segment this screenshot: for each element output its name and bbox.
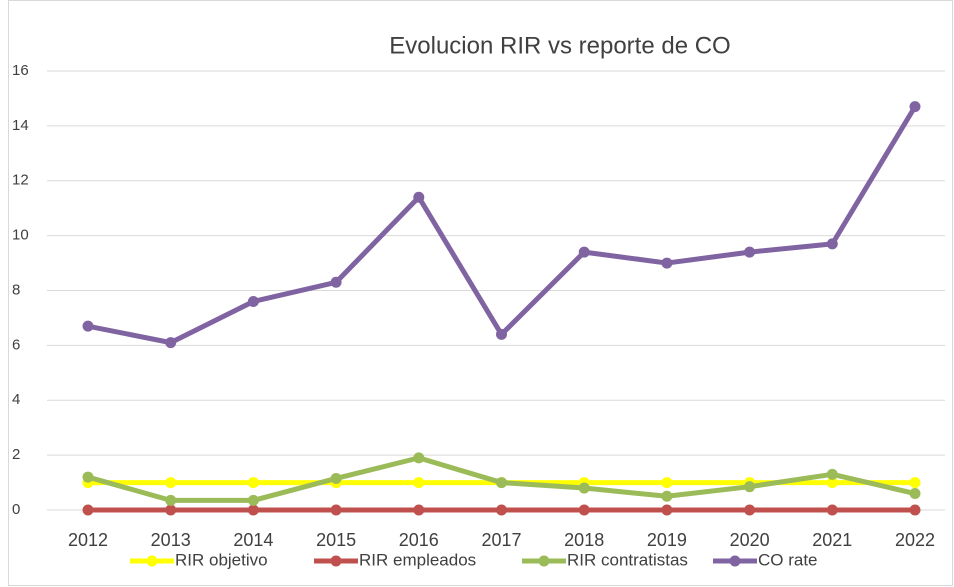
data-point [661, 257, 673, 269]
x-tick-label: 2022 [895, 530, 935, 550]
legend-marker [146, 555, 158, 567]
x-tick-label: 2013 [151, 530, 191, 550]
data-point [578, 246, 590, 258]
data-point [909, 488, 921, 500]
y-tick-label: 10 [12, 227, 29, 244]
x-tick-label: 2020 [730, 530, 770, 550]
y-tick-label: 4 [12, 391, 20, 408]
data-point [413, 477, 425, 489]
data-point [413, 504, 425, 516]
data-point [247, 295, 259, 307]
data-point [330, 472, 342, 484]
y-tick-label: 8 [12, 281, 20, 298]
data-point [826, 504, 838, 516]
data-point [661, 504, 673, 516]
data-point [247, 504, 259, 516]
legend-marker [538, 555, 550, 567]
data-point [909, 504, 921, 516]
legend-label: RIR objetivo [175, 550, 268, 569]
data-point [661, 490, 673, 502]
data-point [744, 246, 756, 258]
x-tick-label: 2014 [233, 530, 273, 550]
data-point [82, 504, 94, 516]
data-point [330, 276, 342, 288]
x-tick-label: 2019 [647, 530, 687, 550]
data-point [247, 494, 259, 506]
y-tick-label: 16 [12, 62, 29, 79]
data-point [413, 191, 425, 203]
data-point [826, 468, 838, 480]
y-tick-label: 14 [12, 117, 29, 134]
data-point [165, 337, 177, 349]
legend-label: CO rate [758, 550, 818, 569]
data-point [165, 494, 177, 506]
data-point [496, 328, 507, 340]
data-point [744, 504, 756, 516]
data-point [247, 477, 259, 489]
x-tick-label: 2018 [564, 530, 604, 550]
data-point [330, 504, 342, 516]
data-point [165, 504, 177, 516]
legend-marker [729, 555, 741, 567]
x-tick-label: 2012 [68, 530, 108, 550]
data-point [744, 481, 756, 493]
data-point [826, 477, 838, 489]
data-point [661, 477, 673, 489]
data-point [496, 504, 507, 516]
x-tick-label: 2016 [399, 530, 439, 550]
data-point [578, 482, 590, 494]
data-point [82, 320, 94, 332]
data-point [165, 477, 177, 489]
data-point [909, 477, 921, 489]
data-point [909, 101, 921, 113]
legend-label: RIR contratistas [567, 550, 688, 569]
y-tick-label: 6 [12, 336, 20, 353]
data-point [578, 504, 590, 516]
chart-frame [8, 0, 953, 586]
x-tick-label: 2021 [812, 530, 852, 550]
y-tick-label: 2 [12, 446, 20, 463]
legend-label: RIR empleados [359, 550, 476, 569]
x-tick-label: 2017 [481, 530, 521, 550]
y-tick-label: 0 [12, 501, 20, 518]
legend-marker [330, 555, 342, 567]
y-tick-label: 12 [12, 172, 29, 189]
data-point [413, 452, 425, 464]
chart-title: Evolucion RIR vs reporte de CO [389, 32, 730, 59]
data-point [496, 477, 507, 489]
data-point [826, 238, 838, 250]
data-point [82, 471, 94, 483]
x-tick-label: 2015 [316, 530, 356, 550]
